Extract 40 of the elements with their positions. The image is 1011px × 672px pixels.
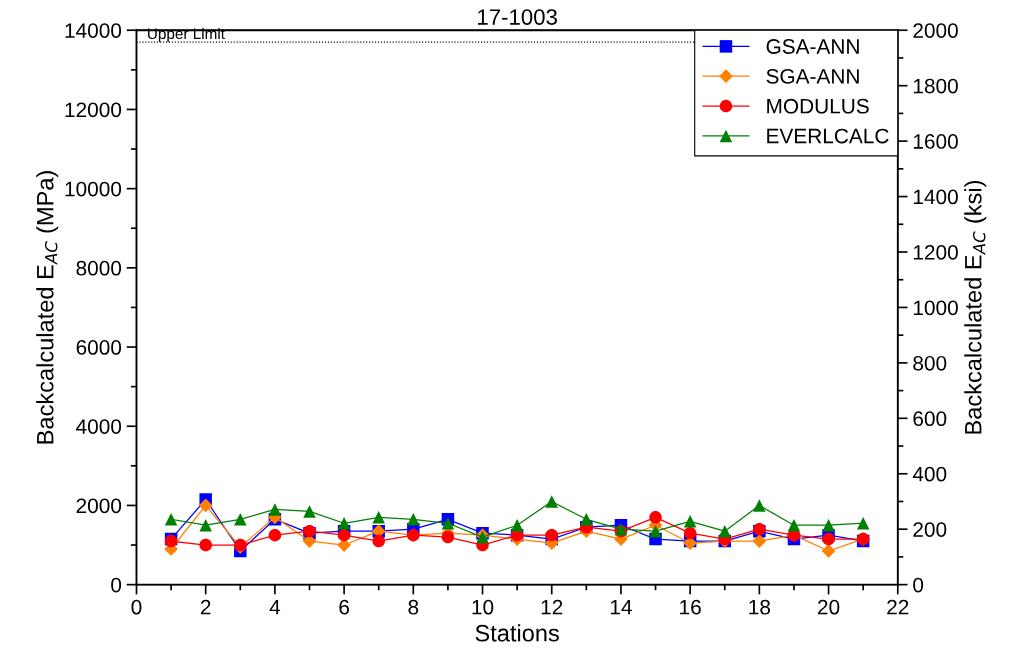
y-tick-label: 10000 bbox=[65, 181, 122, 197]
y2-tick-label: 1200 bbox=[913, 245, 958, 260]
y2-tick-label: 1600 bbox=[913, 134, 958, 149]
y2-tick-label: 600 bbox=[913, 411, 947, 427]
y2-tick-label: 2000 bbox=[913, 23, 958, 38]
y2-tick-label: 0 bbox=[913, 577, 924, 593]
x-tick-label: 8 bbox=[408, 599, 419, 615]
x-tick-label: 14 bbox=[610, 599, 632, 615]
y2-tick-label: 800 bbox=[913, 355, 947, 371]
y2-tick-label: 200 bbox=[913, 522, 947, 537]
y-tick-label: 6000 bbox=[76, 340, 122, 355]
x-tick-label: 20 bbox=[818, 599, 840, 615]
y2-tick-label: 1800 bbox=[913, 78, 958, 94]
y-axis-title: Backcalculated E$_{AC}$ (MPa) bbox=[36, 171, 59, 444]
y2-tick-label: 1400 bbox=[913, 189, 958, 205]
x-tick-label: 18 bbox=[749, 599, 771, 615]
y-tick-label: 8000 bbox=[76, 260, 122, 276]
legend-label: GSA-ANN bbox=[766, 39, 859, 54]
y2-tick-label: 1000 bbox=[913, 300, 958, 316]
x-tick-label: 10 bbox=[472, 599, 494, 615]
y-tick-label: 4000 bbox=[76, 419, 122, 434]
legend-label: MODULUS bbox=[767, 98, 869, 114]
y-tick-label: 12000 bbox=[65, 102, 122, 118]
x-tick-label: 22 bbox=[887, 599, 909, 615]
x-tick-label: 16 bbox=[680, 599, 701, 615]
y-tick-label: 2000 bbox=[76, 498, 122, 514]
chart-title: 17-1003 bbox=[478, 9, 557, 25]
x-tick-label: 2 bbox=[200, 599, 211, 615]
y2-axis-title: Backcalculated E$_{AC}$ (ksi) bbox=[964, 181, 987, 434]
x-tick-label: 6 bbox=[339, 599, 349, 615]
legend-label: EVERLCALC bbox=[767, 128, 889, 144]
x-axis-title: Stations bbox=[475, 624, 559, 642]
legend-label: SGA-ANN bbox=[766, 68, 859, 84]
ref-line-label: Upper Limit bbox=[148, 27, 225, 43]
x-tick-label: 0 bbox=[131, 599, 142, 615]
x-tick-label: 4 bbox=[269, 599, 281, 615]
x-tick-label: 12 bbox=[541, 599, 563, 615]
y2-tick-label: 400 bbox=[912, 466, 947, 482]
y-tick-label: 0 bbox=[111, 577, 122, 593]
y-tick-label: 14000 bbox=[65, 23, 122, 38]
